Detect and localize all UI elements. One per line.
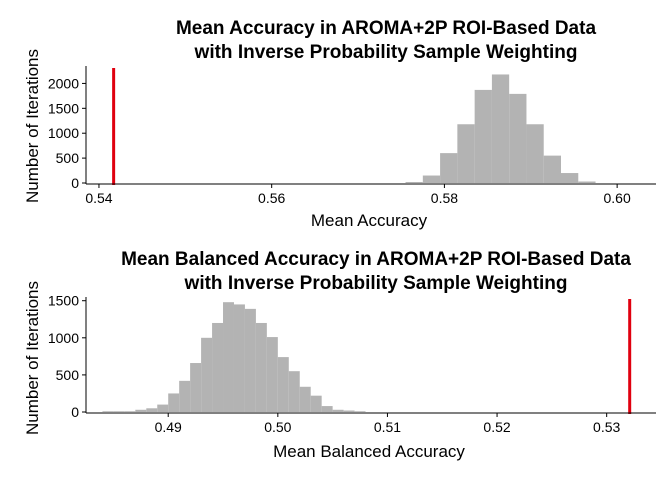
histogram-bar (288, 371, 300, 412)
histogram-bar (179, 380, 191, 412)
panel-1-axes: 0.54 0.56 0.58 0.60 0 500 1000 1500 2000 (48, 66, 656, 206)
histogram-bar (405, 182, 423, 183)
histogram-bar (223, 302, 234, 412)
y-tick-label: 0 (71, 175, 79, 191)
histogram-bar (124, 411, 136, 412)
histogram-bar (255, 322, 267, 412)
histogram-bar (474, 89, 492, 183)
histogram-bar (212, 322, 224, 412)
histogram-bar (440, 153, 458, 183)
histogram-bar (190, 363, 202, 412)
histogram-bar (157, 404, 169, 412)
y-tick-label: 1500 (48, 100, 79, 116)
mean-balanced-accuracy-panel: Mean Balanced Accuracy in AROMA+2P ROI-B… (23, 249, 656, 461)
x-tick-label: 0.54 (85, 190, 112, 206)
panel-1-y-axis-label: Number of Iterations (23, 49, 42, 203)
histogram-bar (266, 337, 278, 412)
histogram-bar (277, 357, 289, 412)
histogram-bar (543, 155, 561, 183)
x-tick-label: 0.51 (374, 419, 401, 435)
panel-2-y-axis-label: Number of Iterations (23, 281, 42, 435)
panel-1-title: Mean Accuracy in AROMA+2P ROI-Based Data (176, 18, 597, 39)
panel-2-subtitle: with Inverse Probability Sample Weightin… (184, 273, 568, 294)
y-tick-label: 500 (56, 150, 80, 166)
histogram-bar (201, 337, 213, 412)
x-tick-label: 0.52 (483, 419, 510, 435)
y-tick-label: 1000 (48, 125, 79, 141)
y-tick-label: 1000 (48, 330, 79, 346)
panel-2-title: Mean Balanced Accuracy in AROMA+2P ROI-B… (121, 249, 631, 270)
histogram-bar (578, 181, 596, 183)
y-tick-label: 1500 (48, 293, 79, 309)
panel-2-bars (102, 302, 366, 412)
panel-2-axes: 0.49 0.50 0.51 0.52 0.53 0 500 1000 1500 (48, 293, 656, 435)
panel-1-x-axis-label: Mean Accuracy (311, 211, 428, 230)
histogram-bar (457, 124, 475, 183)
histogram-bar (233, 304, 245, 412)
histogram-bar (422, 175, 441, 183)
histogram-bar (102, 411, 114, 412)
histogram-bar (135, 409, 147, 412)
y-tick-label: 0 (71, 404, 79, 420)
histogram-bar (526, 124, 544, 183)
histogram-bar (343, 410, 355, 412)
histogram-bar (509, 93, 527, 183)
panel-1-subtitle: with Inverse Probability Sample Weightin… (194, 42, 578, 63)
histogram-bar (146, 408, 158, 412)
histogram-bar (310, 395, 322, 412)
x-tick-label: 0.53 (593, 419, 620, 435)
panel-2-x-axis-label: Mean Balanced Accuracy (273, 442, 465, 461)
panel-1-bars (405, 74, 596, 183)
x-tick-label: 0.49 (155, 419, 182, 435)
histogram-bar (332, 409, 344, 412)
histogram-bar (113, 411, 125, 412)
y-tick-label: 2000 (48, 75, 79, 91)
x-tick-label: 0.50 (264, 419, 291, 435)
histogram-bar (491, 74, 510, 183)
y-tick-label: 500 (56, 367, 80, 383)
histogram-bar (354, 411, 366, 412)
x-tick-label: 0.58 (431, 190, 458, 206)
histogram-bar (244, 308, 256, 412)
x-tick-label: 0.60 (604, 190, 631, 206)
histogram-bar (321, 406, 333, 412)
mean-accuracy-panel: Mean Accuracy in AROMA+2P ROI-Based Data… (23, 18, 656, 230)
x-tick-label: 0.56 (258, 190, 285, 206)
histogram-bar (299, 386, 311, 412)
histogram-bar (168, 393, 180, 412)
histogram-bar (561, 173, 579, 183)
